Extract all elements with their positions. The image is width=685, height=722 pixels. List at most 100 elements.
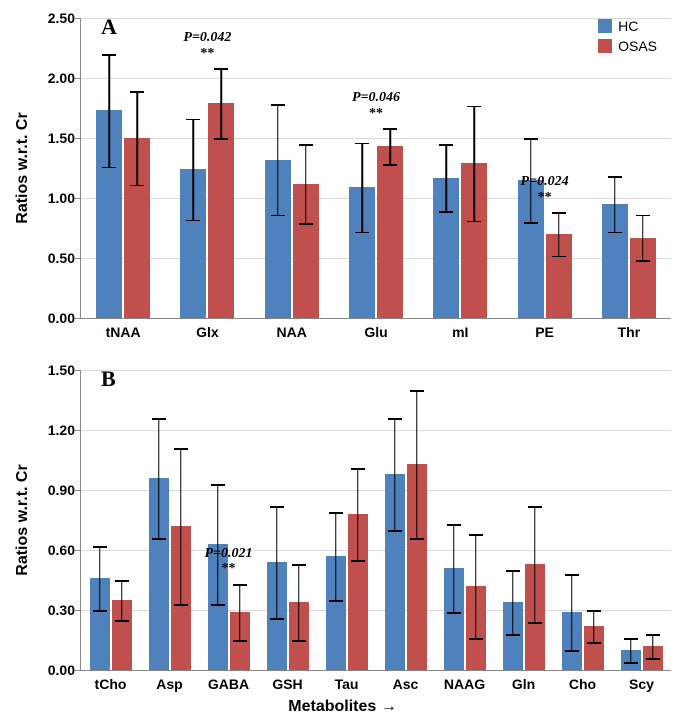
error-bar [221,68,223,138]
y-tick-mark [75,370,81,371]
gridline [81,610,671,611]
y-tick-label: 0.30 [48,602,75,618]
y-tick-label: 0.50 [48,250,75,266]
x-tick-label: Cho [569,676,596,692]
error-cap [102,167,116,169]
error-cap [174,604,188,606]
error-cap [636,260,650,262]
error-cap [469,638,483,640]
error-cap [528,622,542,624]
error-cap [270,506,284,508]
error-bar [305,144,307,223]
error-cap [351,560,365,562]
y-tick-mark [75,18,81,19]
y-tick-label: 2.50 [48,10,75,26]
y-tick-label: 1.50 [48,130,75,146]
y-tick-mark [75,610,81,611]
y-tick-mark [75,318,81,319]
error-cap [383,164,397,166]
error-cap [587,642,601,644]
y-tick-mark [75,138,81,139]
y-tick-label: 1.00 [48,190,75,206]
gridline [81,198,671,199]
y-tick-mark [75,670,81,671]
error-cap [608,232,622,234]
error-cap [506,570,520,572]
y-tick-mark [75,490,81,491]
error-cap [388,530,402,532]
error-bar [446,144,448,211]
error-cap [351,468,365,470]
y-tick-mark [75,430,81,431]
x-tick-label: tNAA [106,324,141,340]
error-cap [646,634,660,636]
x-axis-label: Metabolites → [288,698,396,716]
error-bar [593,610,595,642]
error-cap [469,534,483,536]
error-cap [410,390,424,392]
error-bar [121,580,123,620]
error-cap [646,658,660,660]
y-tick-mark [75,550,81,551]
error-cap [186,119,200,121]
error-cap [214,138,228,140]
gridline [81,18,671,19]
error-bar [642,215,644,261]
y-tick-label: 1.50 [48,362,75,378]
error-bar [276,506,278,618]
error-cap [447,612,461,614]
error-cap [383,128,397,130]
error-cap [587,610,601,612]
error-cap [447,524,461,526]
gridline [81,490,671,491]
y-tick-label: 0.00 [48,310,75,326]
x-tick-label: Tau [335,676,359,692]
error-cap [355,232,369,234]
error-cap [233,584,247,586]
y-tick-mark [75,198,81,199]
error-cap [467,221,481,223]
error-bar [158,418,160,538]
error-cap [552,256,566,258]
significance-annotation: P=0.024** [521,174,569,205]
error-cap [467,106,481,108]
y-axis-label: Ratios w.r.t. Cr [14,464,32,575]
error-cap [271,215,285,217]
error-cap [608,176,622,178]
gridline [81,430,671,431]
error-bar [99,546,101,610]
error-cap [211,604,225,606]
error-cap [292,640,306,642]
error-cap [439,211,453,213]
significance-annotation: P=0.021** [204,546,252,577]
error-cap [355,143,369,145]
y-tick-label: 2.00 [48,70,75,86]
error-cap [299,223,313,225]
error-bar [474,106,476,221]
error-bar [630,638,632,662]
error-cap [214,68,228,70]
error-cap [186,220,200,222]
error-bar [394,418,396,530]
plot-area-b: Ratios w.r.t. CrB0.000.300.600.901.201.5… [80,370,671,671]
y-tick-label: 0.00 [48,662,75,678]
error-cap [93,610,107,612]
x-tick-label: Asc [393,676,419,692]
error-bar [571,574,573,650]
error-cap [329,512,343,514]
error-cap [636,215,650,217]
gridline [81,78,671,79]
error-cap [270,618,284,620]
significance-annotation: P=0.042** [183,30,231,61]
error-cap [174,448,188,450]
error-cap [271,104,285,106]
x-tick-label: Scy [629,676,654,692]
gridline [81,550,671,551]
y-tick-label: 0.90 [48,482,75,498]
gridline [81,258,671,259]
y-tick-label: 0.60 [48,542,75,558]
error-bar [614,176,616,231]
x-tick-label: GABA [208,676,249,692]
error-bar [416,390,418,538]
x-tick-label: PE [535,324,554,340]
